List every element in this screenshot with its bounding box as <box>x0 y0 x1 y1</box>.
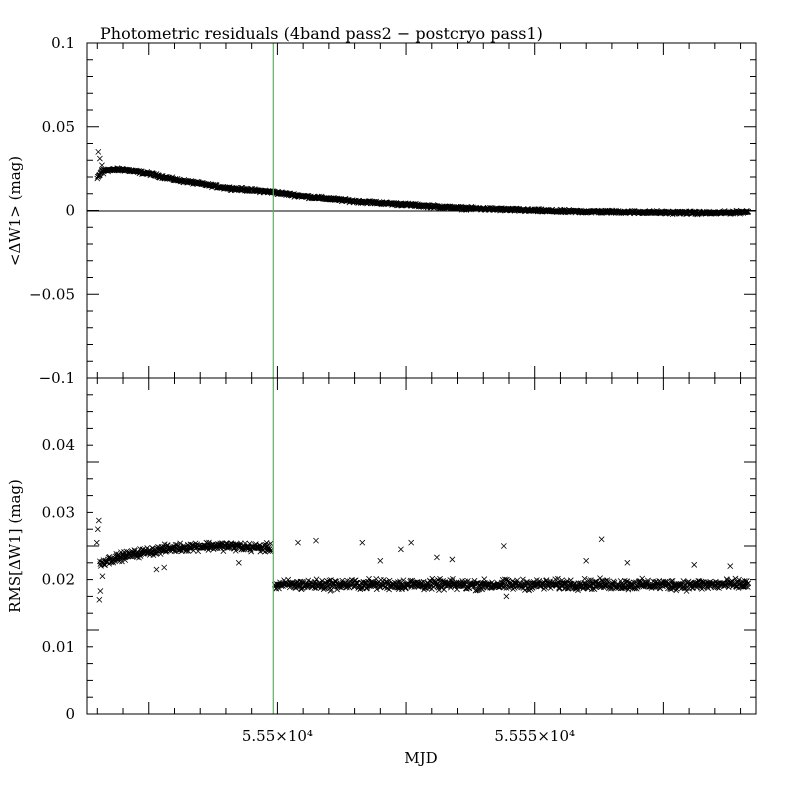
data-point <box>97 588 104 594</box>
data-point <box>745 580 752 587</box>
y-tick-label: 0 <box>65 202 75 220</box>
y-tick-label: 0.03 <box>42 503 75 521</box>
y-tick-label: 0.1 <box>51 34 75 52</box>
data-point <box>423 585 430 591</box>
data-point <box>264 546 271 553</box>
data-point <box>266 546 273 552</box>
y-tick-label: −0.05 <box>29 285 75 303</box>
x-tick-label: 5.555×10⁴ <box>494 727 575 745</box>
data-point <box>669 577 676 584</box>
data-point <box>598 536 605 543</box>
data-point <box>267 540 274 547</box>
data-point <box>434 554 440 561</box>
data-point <box>232 547 239 554</box>
data-point <box>137 553 144 559</box>
data-point <box>119 558 125 565</box>
data-point <box>295 539 301 546</box>
y-tick-label: 0.02 <box>42 571 75 589</box>
data-point <box>732 575 739 582</box>
data-point <box>102 562 108 569</box>
data-point <box>624 559 631 566</box>
y-tick-label: −0.1 <box>39 369 75 387</box>
data-point <box>96 596 103 603</box>
data-point <box>724 577 731 583</box>
data-point <box>580 585 586 592</box>
data-point <box>93 539 100 546</box>
data-point <box>96 155 103 162</box>
data-point <box>100 170 107 177</box>
data-point <box>408 539 415 546</box>
data-point <box>235 559 242 566</box>
data-point <box>742 583 749 590</box>
data-point <box>653 583 660 590</box>
data-point <box>161 564 168 571</box>
data-point <box>373 586 380 593</box>
data-point <box>626 579 633 586</box>
y-tick-label: 0.01 <box>42 638 75 656</box>
data-point <box>398 546 404 553</box>
data-point <box>449 556 456 563</box>
y-tick-label: 0.04 <box>42 436 75 454</box>
data-point <box>400 577 407 584</box>
data-point <box>583 557 590 564</box>
data-point <box>94 526 101 533</box>
data-point <box>581 575 588 582</box>
data-point <box>95 148 102 155</box>
bottom-panel-frame <box>86 377 757 715</box>
bottom-panel: 0.04 0.03 0.02 0.01 0 5.55×10⁴ 5.555×10⁴ RMS[Δ… <box>6 377 756 767</box>
data-point <box>316 580 322 586</box>
data-point <box>575 587 581 594</box>
data-point <box>95 517 102 524</box>
data-point <box>359 539 366 546</box>
data-point <box>99 573 106 580</box>
data-point <box>680 578 687 584</box>
data-point <box>727 563 734 570</box>
data-point <box>352 583 358 590</box>
bottom-points <box>93 517 752 603</box>
data-point <box>691 561 698 568</box>
data-point <box>745 208 752 215</box>
top-y-axis-label: <ΔW1> (mag) <box>6 156 24 266</box>
data-point <box>639 575 646 582</box>
data-point <box>150 552 157 559</box>
data-point <box>305 581 312 588</box>
data-point <box>736 576 742 583</box>
x-axis-label: MJD <box>404 749 437 767</box>
data-point <box>153 566 160 573</box>
data-point <box>484 584 491 591</box>
data-point <box>474 587 481 594</box>
bottom-y-axis-label: RMS[ΔW1] (mag) <box>6 479 24 613</box>
x-tick-label: 5.55×10⁴ <box>242 727 313 745</box>
bottom-ticks: 0.04 0.03 0.02 0.01 0 5.55×10⁴ 5.555×10⁴ <box>42 377 756 745</box>
chart-title: Photometric residuals (4band pass2 − pos… <box>100 24 543 43</box>
y-tick-label: 0 <box>65 705 75 723</box>
data-point <box>99 162 105 169</box>
data-point <box>588 586 595 593</box>
data-point <box>500 543 507 549</box>
data-point <box>377 557 384 564</box>
data-point <box>195 548 202 555</box>
data-point <box>328 587 335 593</box>
data-point <box>239 546 245 552</box>
data-point <box>503 593 510 600</box>
data-point <box>313 537 319 544</box>
data-point <box>366 575 372 582</box>
y-tick-label: 0.05 <box>42 118 75 136</box>
